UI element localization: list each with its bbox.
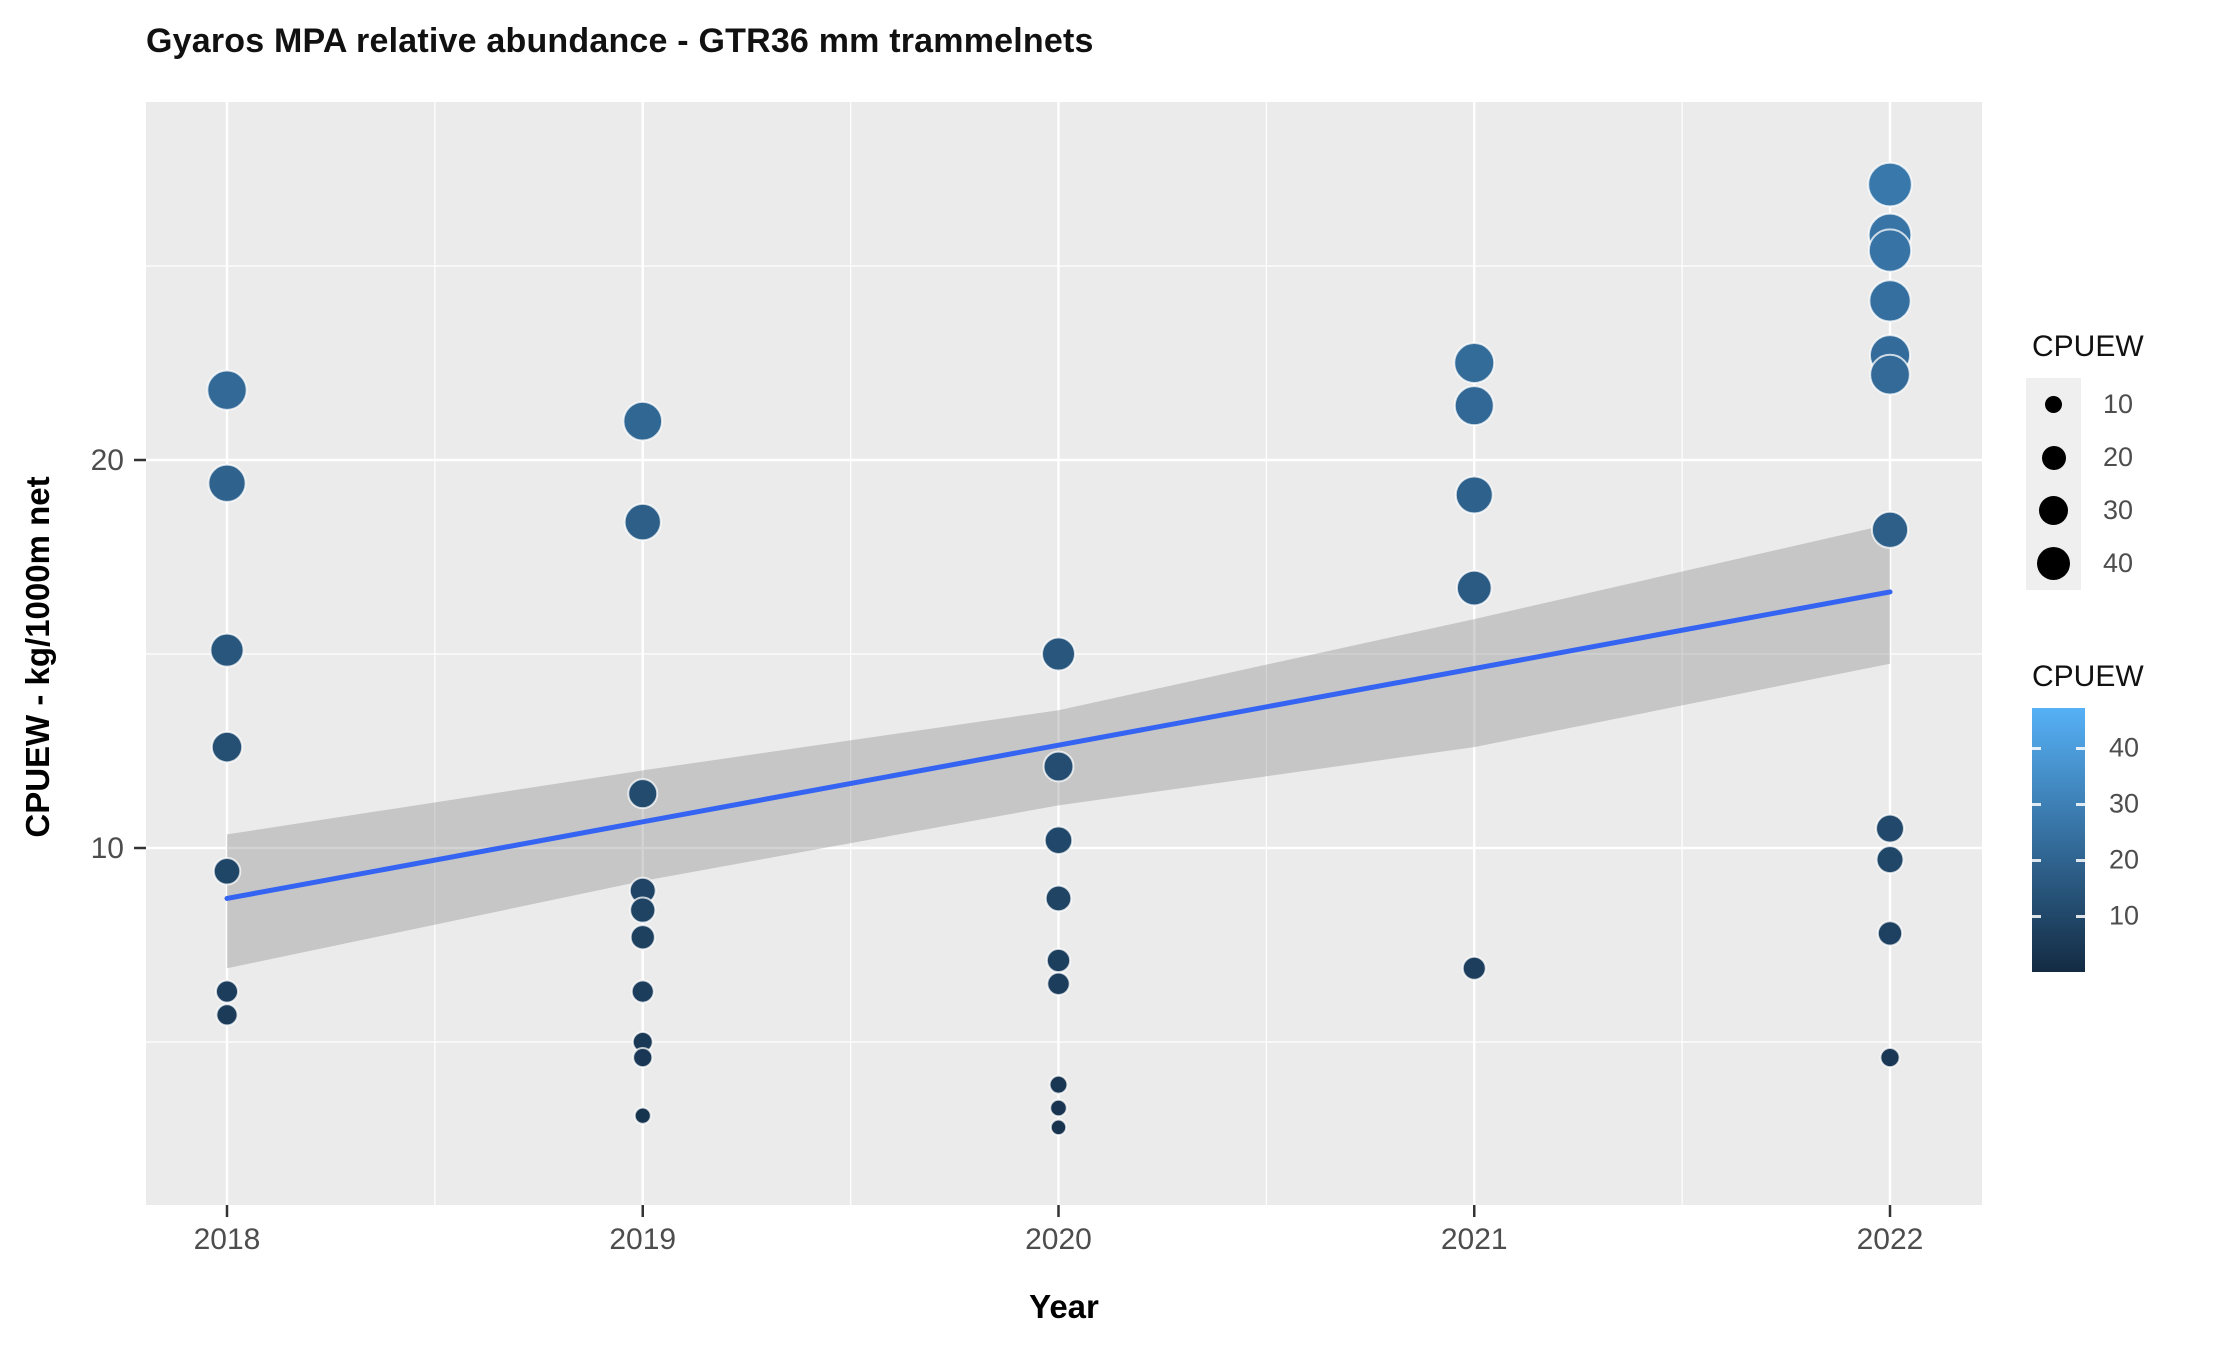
size-legend-key	[2026, 431, 2081, 484]
y-tick-label: 20	[91, 444, 124, 477]
data-point	[207, 463, 247, 503]
data-point	[1048, 1074, 1069, 1095]
data-point	[1461, 955, 1487, 981]
data-point	[214, 979, 240, 1004]
data-point	[632, 1046, 654, 1069]
color-legend-label: 30	[2109, 788, 2140, 819]
x-tick-label: 2020	[1025, 1223, 1092, 1256]
data-point	[210, 730, 244, 764]
color-gradient-wrap: 10 20 30 40	[2032, 708, 2139, 972]
size-legend-label: 40	[2103, 548, 2134, 578]
color-gradient-bar	[2032, 708, 2085, 972]
color-legend-label: 40	[2109, 732, 2140, 763]
size-legend: CPUEW 10 20 30 40	[2026, 330, 2212, 590]
size-legend-keys: 10 20 30 40	[2026, 378, 2212, 590]
x-tick-label: 2019	[609, 1223, 676, 1256]
trend-line	[224, 589, 1893, 901]
size-legend-label: 10	[2103, 389, 2134, 419]
chart-title: Gyaros MPA relative abundance - GTR36 mm…	[146, 22, 1094, 60]
size-legend-key	[2026, 378, 2081, 431]
data-point	[1868, 279, 1912, 323]
data-point	[1046, 971, 1071, 996]
data-point	[1042, 750, 1075, 783]
data-point	[1869, 353, 1911, 396]
size-legend-dot	[2045, 396, 2062, 413]
data-point	[206, 369, 248, 411]
y-axis-title: CPUEW - kg/1000m net	[19, 476, 56, 838]
color-legend-tick	[2076, 747, 2085, 750]
data-point	[1049, 1098, 1068, 1118]
y-tick-label: 10	[91, 832, 124, 865]
data-point	[627, 778, 659, 810]
data-point	[1453, 342, 1496, 384]
data-point	[1041, 636, 1076, 672]
data-point	[1045, 947, 1072, 974]
data-point	[215, 1003, 239, 1027]
size-legend-label: 20	[2103, 442, 2134, 472]
data-point	[1876, 920, 1904, 947]
size-legend-dot	[2039, 496, 2068, 525]
data-point	[1455, 569, 1493, 607]
size-legend-dot	[2041, 445, 2066, 470]
data-point	[629, 896, 657, 924]
color-legend-label: 10	[2109, 900, 2140, 931]
data-point	[1049, 1118, 1068, 1137]
x-tick-label: 2021	[1441, 1223, 1508, 1256]
color-legend-title: CPUEW	[2032, 660, 2144, 693]
data-point	[209, 632, 245, 668]
size-legend-key-row: 10	[2026, 378, 2212, 431]
data-point	[629, 924, 656, 951]
color-legend-tick	[2032, 859, 2041, 862]
data-point	[1867, 161, 1913, 208]
color-legend-tick	[2032, 915, 2041, 918]
color-legend-tick	[2032, 803, 2041, 806]
color-legend-tick	[2032, 747, 2041, 750]
data-point	[633, 1106, 652, 1125]
size-legend-key-row: 40	[2026, 537, 2212, 590]
size-legend-label: 30	[2103, 495, 2134, 525]
data-point	[1454, 475, 1494, 515]
size-legend-key	[2026, 537, 2081, 590]
data-point	[1875, 845, 1905, 875]
data-point	[1870, 510, 1910, 549]
data-point	[1875, 813, 1905, 844]
size-legend-key	[2026, 484, 2081, 537]
size-legend-dot	[2037, 547, 2070, 580]
size-legend-title: CPUEW	[2032, 330, 2144, 363]
data-point	[1043, 825, 1074, 856]
data-point	[622, 400, 664, 442]
data-point	[1453, 385, 1495, 427]
x-axis-title: Year	[1029, 1288, 1099, 1325]
color-legend-tick	[2076, 803, 2085, 806]
data-point	[1044, 884, 1073, 913]
size-legend-key-row: 20	[2026, 431, 2212, 484]
x-tick-label: 2022	[1857, 1223, 1924, 1256]
x-tick-label: 2018	[194, 1223, 261, 1256]
data-point	[630, 979, 655, 1004]
data-point	[1867, 228, 1913, 273]
data-point	[1879, 1046, 1901, 1069]
data-point	[212, 857, 242, 886]
color-legend-label: 20	[2109, 844, 2140, 875]
color-legend: CPUEW 10 20 30 40	[2026, 660, 2212, 972]
size-legend-key-row: 30	[2026, 484, 2212, 537]
color-legend-tick	[2076, 915, 2085, 918]
data-point	[623, 502, 662, 542]
color-legend-tick	[2076, 859, 2085, 862]
